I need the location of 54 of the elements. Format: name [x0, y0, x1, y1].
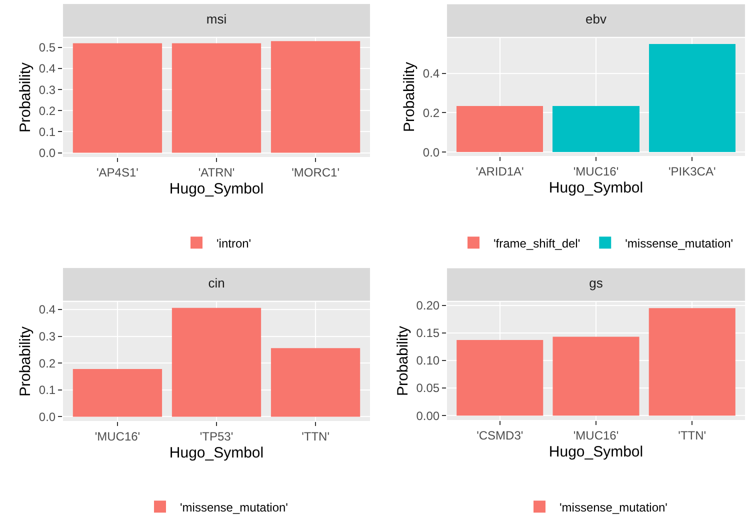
x-axis-title: Hugo_Symbol	[169, 444, 264, 462]
y-tick-label: 0.0	[38, 146, 56, 160]
bar	[552, 336, 640, 416]
legend-label: 'missense_mutation'	[625, 236, 734, 250]
x-tick-label: 'CSMD3'	[476, 428, 524, 442]
y-tick-label: 0.3	[38, 330, 56, 344]
y-tick-label: 0.1	[38, 383, 56, 398]
y-axis-title: Probability	[401, 61, 418, 132]
legend-label: 'missense_mutation'	[180, 500, 288, 514]
x-tick-label: 'ATRN'	[198, 165, 235, 180]
y-tick-label: 0.2	[422, 106, 440, 120]
y-tick-label: 0.20	[416, 298, 440, 313]
chart-title: msi	[206, 12, 227, 27]
x-tick-label: 'TTN'	[678, 428, 706, 442]
x-tick-label: 'TTN'	[302, 429, 330, 444]
y-tick-label: 0.1	[38, 124, 56, 139]
x-tick-label: 'MUC16'	[573, 164, 619, 178]
legend-label: 'intron'	[216, 236, 252, 250]
y-axis-title: Probability	[17, 326, 34, 397]
x-tick-label: 'AP4S1'	[96, 165, 138, 180]
y-tick-label: 0.4	[38, 302, 56, 317]
y-tick-label: 0.10	[416, 354, 440, 368]
bar	[172, 308, 262, 417]
chart-title: ebv	[586, 12, 607, 27]
y-tick-label: 0.5	[38, 40, 56, 55]
x-tick-label: 'MUC16'	[573, 428, 619, 442]
y-axis-title: Probability	[394, 325, 412, 396]
x-tick-label: 'MORC1'	[292, 165, 340, 180]
chart-title: cin	[208, 276, 225, 291]
x-axis-title: Hugo_Symbol	[169, 180, 264, 198]
y-tick-label: 0.0	[422, 145, 440, 160]
y-tick-label: 0.0	[38, 410, 56, 424]
x-tick-label: 'PIK3CA'	[668, 164, 716, 178]
chart-title: gs	[589, 276, 604, 291]
y-tick-label: 0.05	[416, 381, 440, 396]
x-tick-label: 'MUC16'	[94, 429, 140, 444]
y-tick-label: 0.3	[38, 82, 56, 97]
y-tick-label: 0.2	[38, 104, 56, 118]
x-axis-title: Hugo_Symbol	[548, 443, 644, 460]
y-axis-title: Probability	[17, 62, 34, 133]
x-tick-label: 'TP53'	[200, 429, 234, 444]
y-tick-label: 0.4	[422, 66, 440, 81]
x-axis-title: Hugo_Symbol	[548, 179, 644, 196]
bar	[270, 348, 360, 417]
bar	[72, 369, 162, 417]
y-tick-label: 0.00	[416, 408, 440, 423]
y-tick-label: 0.4	[38, 62, 56, 76]
y-tick-label: 0.2	[38, 356, 56, 370]
legend-label: 'frame_shift_del'	[494, 236, 580, 250]
y-tick-label: 0.15	[416, 326, 440, 340]
bar	[456, 340, 544, 416]
bar	[648, 308, 736, 416]
legend-label: 'missense_mutation'	[560, 500, 668, 514]
x-tick-label: 'ARID1A'	[476, 164, 524, 178]
